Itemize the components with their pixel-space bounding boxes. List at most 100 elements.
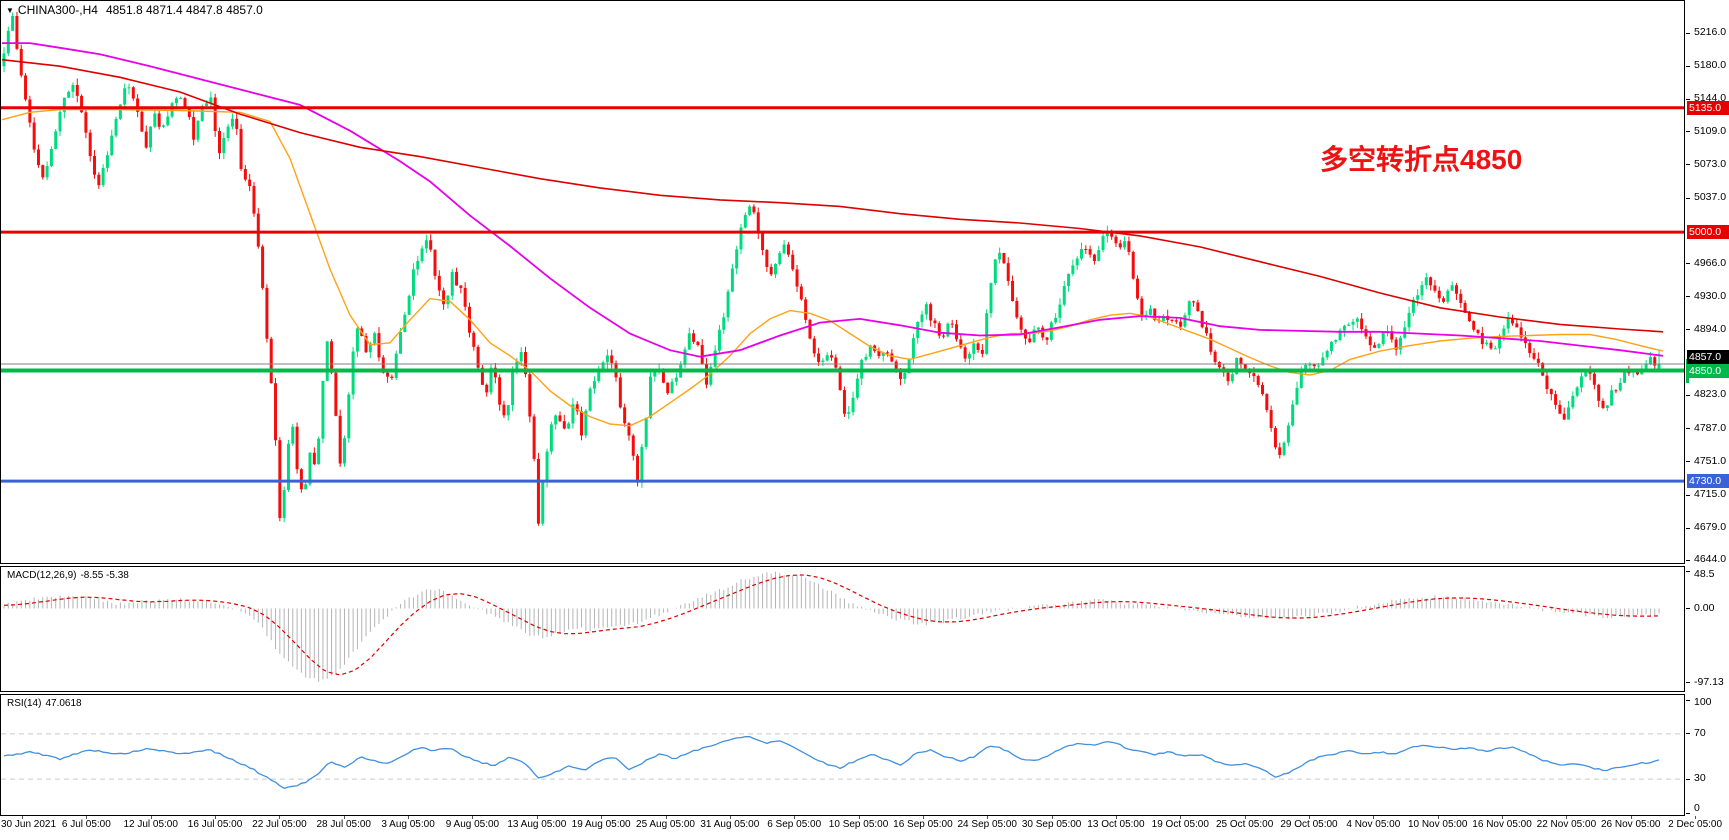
time-tick-mark (987, 816, 989, 819)
price-tick-mark (1686, 32, 1690, 34)
time-tick-mark (150, 816, 152, 819)
rsi-tick-mark (1686, 778, 1690, 780)
time-tick-mark (472, 816, 474, 819)
price-flag-4850.0: 4850.0 (1687, 363, 1729, 378)
time-tick-mark (1630, 816, 1632, 819)
time-axis-label: 6 Jul 05:00 (61, 819, 111, 830)
time-axis-label: 19 Oct 05:00 (1151, 819, 1209, 830)
time-tick-mark (1437, 816, 1439, 819)
macd-panel-border (0, 566, 1685, 692)
candlestick-series (2, 12, 1661, 527)
price-tick-label: 4751.0 (1694, 454, 1727, 467)
ma-slow-red (1, 58, 1664, 333)
time-axis-label: 3 Aug 05:00 (381, 819, 435, 830)
price-tick-mark (1686, 131, 1690, 133)
price-tick-label: 5037.0 (1694, 191, 1727, 204)
time-axis-label: 9 Aug 05:00 (445, 819, 500, 830)
price-tick-mark (1686, 263, 1690, 265)
time-tick-mark (86, 816, 88, 819)
time-tick-mark (215, 816, 217, 819)
time-tick-mark (1244, 816, 1246, 819)
time-tick-mark (536, 816, 538, 819)
time-axis-label: 22 Jul 05:00 (252, 819, 307, 830)
macd-signal-line (3, 574, 1660, 676)
time-tick-mark (1695, 816, 1697, 819)
macd-tick-mark (1686, 570, 1690, 572)
rsi-indicator-label: RSI(14) 47.0618 (7, 698, 86, 709)
time-tick-mark (601, 816, 603, 819)
rsi-value: 47.0618 (45, 698, 82, 709)
macd-scale[interactable]: 48.5 0.00 -97.13 (1686, 566, 1729, 692)
price-tick-mark (1686, 197, 1690, 199)
price-tick-label: 5073.0 (1694, 157, 1727, 170)
time-tick-mark (1115, 816, 1117, 819)
rsi-tick-mark (1686, 733, 1690, 735)
time-axis-label: 30 Sep 05:00 (1021, 819, 1082, 830)
macd-tick-label: 48.5 (1694, 568, 1715, 580)
rsi-panel-canvas[interactable] (0, 694, 1686, 816)
price-tick-mark (1686, 527, 1690, 529)
price-tick-label: 4787.0 (1694, 421, 1727, 434)
price-tick-label: 5216.0 (1694, 26, 1727, 38)
price-tick-label: 4823.0 (1694, 388, 1727, 401)
price-tick-mark (1686, 494, 1690, 496)
time-axis-label: 25 Oct 05:00 (1216, 819, 1274, 830)
time-axis-label: 25 Aug 05:00 (636, 819, 695, 830)
price-tick-label: 5109.0 (1694, 124, 1727, 137)
time-tick-mark (1309, 816, 1310, 819)
time-axis-label: 13 Aug 05:00 (507, 819, 567, 830)
time-axis-label: 28 Jul 05:00 (316, 819, 372, 830)
symbol-timeframe-label: CHINA300-,H4 (17, 3, 98, 17)
time-axis-label: 30 Jun 2021 (1, 819, 57, 830)
chart-title: ▼ CHINA300-,H4 4851.8 4871.4 4847.8 4857.0 (6, 3, 263, 17)
rsi-tick-label: 30 (1694, 772, 1706, 785)
time-tick-mark (1051, 816, 1053, 819)
rsi-name: RSI(14) (7, 698, 42, 709)
price-flag-5000.0: 5000.0 (1687, 225, 1729, 240)
time-axis-label: 10 Sep 05:00 (828, 819, 889, 830)
macd-indicator-label: MACD(12,26,9) -8.55 -5.38 (7, 570, 133, 581)
time-tick-mark (794, 816, 796, 819)
time-axis-label: 16 Sep 05:00 (893, 819, 953, 830)
rsi-tick-mark (1686, 812, 1690, 814)
price-flag-4857.0: 4857.0 (1687, 350, 1729, 365)
time-tick-mark (408, 816, 410, 819)
time-axis-label: 4 Nov 05:00 (1346, 819, 1401, 830)
price-tick-label: 4679.0 (1694, 521, 1727, 534)
time-tick-mark (665, 816, 667, 819)
time-axis-label: 6 Sep 05:00 (767, 819, 822, 830)
price-scale[interactable]: 5216.0 5180.0 5144.0 5109.0 5073.0 5037.0 4966… (1686, 0, 1729, 566)
time-tick-mark (1502, 816, 1504, 819)
time-axis-label: 2 Dec 05:00 (1668, 819, 1723, 830)
price-tick-mark (1686, 394, 1690, 396)
time-tick-mark (1566, 816, 1568, 819)
rsi-line (3, 736, 1660, 790)
time-tick-mark (279, 816, 281, 819)
macd-tick-mark (1686, 682, 1690, 684)
time-axis-label: 19 Aug 05:00 (571, 819, 631, 830)
price-tick-label: 4966.0 (1694, 256, 1727, 269)
time-axis-label: 22 Nov 05:00 (1536, 819, 1597, 830)
macd-panel-canvas[interactable] (0, 566, 1686, 692)
time-tick-mark (343, 816, 345, 819)
price-tick-label: 4715.0 (1694, 488, 1727, 500)
time-axis-label: 26 Nov 05:00 (1601, 819, 1661, 830)
symbol-dropdown-marker[interactable]: ▼ (6, 6, 14, 15)
rsi-scale[interactable]: 100 70 30 0 (1686, 694, 1729, 816)
time-axis-label: 16 Jul 05:00 (187, 819, 243, 830)
price-tick-label: 4644.0 (1694, 553, 1727, 566)
price-tick-mark (1686, 559, 1690, 561)
time-tick-mark (1373, 816, 1375, 819)
time-axis-label: 29 Oct 05:00 (1280, 819, 1338, 830)
price-tick-label: 4894.0 (1694, 322, 1727, 335)
price-tick-mark (1686, 329, 1690, 331)
annotation-text: 多空转折点4850 (1320, 144, 1523, 175)
price-tick-mark (1686, 65, 1690, 67)
macd-tick-mark (1686, 608, 1690, 609)
macd-tick-label: -97.13 (1694, 675, 1724, 688)
main-chart-canvas[interactable] (0, 0, 1686, 564)
time-axis[interactable]: 30 Jun 2021 6 Jul 05:00 12 Jul 05:00 16 Jul… (0, 816, 1729, 840)
price-tick-mark (1686, 98, 1690, 100)
time-axis-label: 12 Jul 05:00 (123, 819, 178, 830)
macd-tick-label: 0.00 (1694, 601, 1715, 614)
